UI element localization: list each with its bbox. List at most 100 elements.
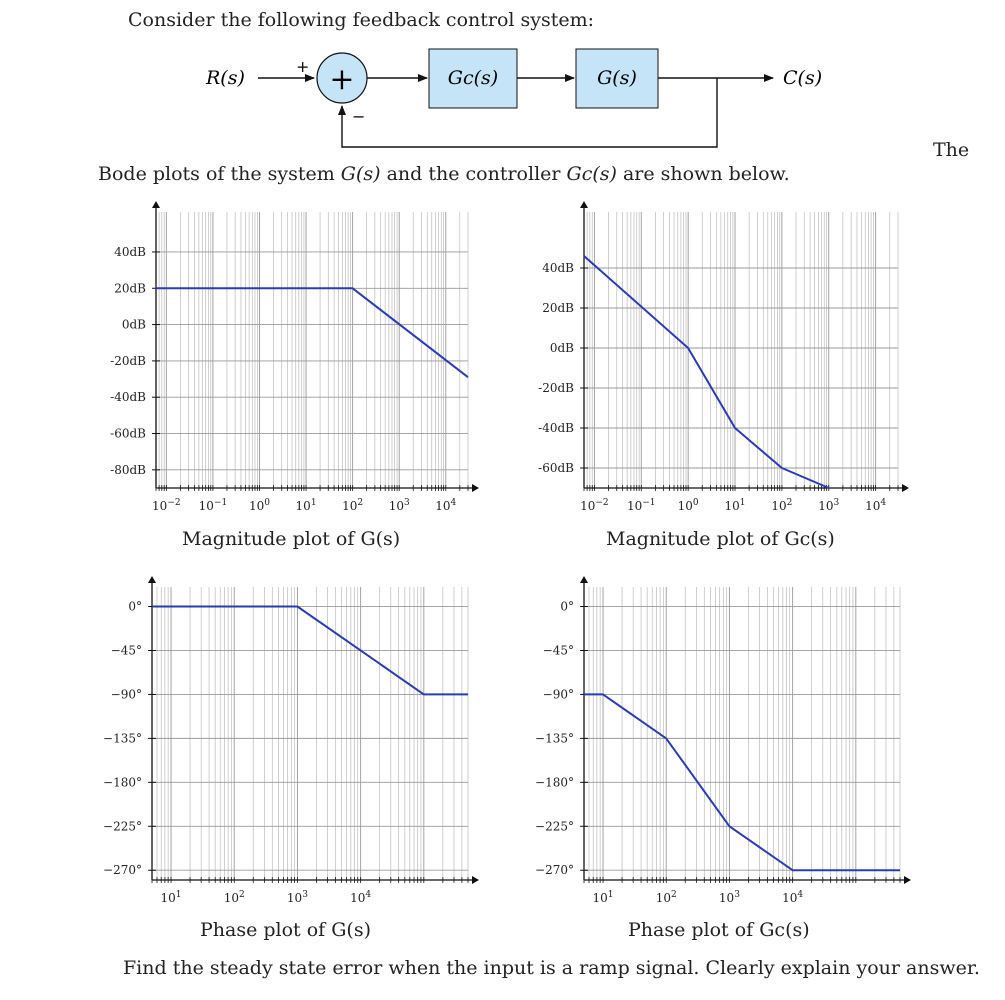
series-line — [584, 693, 900, 872]
x-axis-arrow — [472, 484, 479, 492]
grid-vertical — [583, 212, 899, 491]
x-tick-label: 10−1 — [627, 498, 656, 513]
x-tick-label: 102 — [771, 498, 792, 513]
y-axis-arrow — [152, 201, 160, 208]
y-tick-label: −270° — [103, 863, 142, 877]
x-tick-label: 104 — [782, 890, 803, 905]
grid-horizontal — [580, 267, 898, 469]
bode-sentence-part3: are shown below. — [616, 163, 790, 185]
x-tick-label: 10−1 — [199, 498, 228, 513]
y-axis-arrow — [580, 201, 588, 208]
y-tick-label: 0° — [560, 600, 574, 614]
chart-phase-g: 0° −45° −90° −135° −180° −225° −270° 101 102 103 1… — [103, 576, 479, 905]
y-axis-arrow — [580, 576, 588, 583]
x-tick-label: 104 — [435, 498, 456, 513]
chart-phase-gc: 0° −45° −90° −135° −180° −225° −270° 101 102 103 1… — [535, 576, 911, 905]
y-tick-label: −90° — [543, 687, 574, 701]
y-tick-label: −45° — [111, 643, 142, 657]
y-tick-label: 0dB — [122, 318, 146, 332]
y-tick-label: -20dB — [110, 354, 146, 368]
bode-sentence-part1: Bode plots of the system — [98, 163, 341, 185]
x-tick-label: 100 — [249, 498, 270, 513]
intro-text: Consider the following feedback control … — [128, 9, 595, 31]
question-text: Find the steady state error when the inp… — [123, 957, 980, 979]
y-tick-label: 20dB — [542, 301, 574, 315]
x-tick-label: 10−2 — [580, 498, 609, 513]
block-diagram: R(s) + + − Gc(s) G(s) C(s) — [205, 48, 822, 148]
series-line — [156, 287, 469, 378]
y-tick-label: -60dB — [110, 427, 146, 441]
x-tick-label: 103 — [287, 890, 308, 905]
x-tick-label: 101 — [296, 498, 317, 513]
grid-vertical — [151, 587, 469, 883]
summing-symbol: + — [329, 62, 354, 97]
series-line — [583, 255, 830, 489]
input-label: R(s) — [205, 67, 245, 89]
block-gc-label: Gc(s) — [448, 67, 498, 89]
grid-horizontal — [152, 251, 468, 471]
x-tick-label: 103 — [719, 890, 740, 905]
bode-sentence-part2: and the controller — [380, 163, 567, 185]
title-phase-g: Phase plot of G(s) — [200, 919, 371, 941]
y-tick-label: −225° — [103, 819, 142, 833]
x-axis-arrow — [902, 484, 909, 492]
y-tick-label: -40dB — [110, 390, 146, 404]
y-tick-label: 40dB — [114, 245, 146, 259]
bode-sentence: Bode plots of the system G(s) and the co… — [98, 163, 790, 185]
y-axis-arrow — [148, 576, 156, 583]
x-tick-label: 102 — [224, 890, 245, 905]
y-tick-label: −135° — [535, 731, 574, 745]
y-tick-label: −180° — [535, 775, 574, 789]
title-magnitude-g: Magnitude plot of G(s) — [182, 528, 401, 550]
the-word: The — [933, 139, 970, 161]
grid-vertical — [155, 212, 469, 491]
y-tick-label: -40dB — [538, 421, 574, 435]
x-tick-label: 10−2 — [152, 498, 181, 513]
plus-sign: + — [296, 57, 309, 76]
bode-sentence-g: G(s) — [340, 163, 381, 185]
title-magnitude-gc: Magnitude plot of Gc(s) — [606, 528, 835, 550]
grid-horizontal — [148, 606, 468, 871]
y-tick-label: -60dB — [538, 461, 574, 475]
y-tick-label: 0° — [128, 600, 142, 614]
x-tick-label: 100 — [678, 498, 699, 513]
x-axis-arrow — [904, 876, 911, 884]
axes — [580, 201, 909, 492]
y-tick-label: −90° — [111, 687, 142, 701]
axes — [580, 576, 911, 884]
feedback-path — [338, 78, 718, 148]
y-tick-label: −45° — [543, 643, 574, 657]
output-label: C(s) — [783, 67, 822, 89]
minus-sign: − — [352, 107, 365, 126]
y-tick-label: -20dB — [538, 381, 574, 395]
x-tick-label: 103 — [389, 498, 410, 513]
x-axis-arrow — [472, 876, 479, 884]
x-tick-label: 101 — [161, 890, 182, 905]
y-tick-label: 40dB — [542, 261, 574, 275]
axes — [148, 576, 479, 884]
x-tick-label: 103 — [818, 498, 839, 513]
x-tick-label: 102 — [342, 498, 363, 513]
block-g — [575, 48, 659, 109]
block-g-label: G(s) — [597, 67, 637, 89]
bode-sentence-gc: Gc(s) — [566, 163, 617, 185]
y-tick-label: −180° — [103, 775, 142, 789]
title-phase-gc: Phase plot of Gc(s) — [628, 919, 810, 941]
y-tick-label: 20dB — [114, 281, 146, 295]
chart-magnitude-g: 40dB 20dB 0dB -20dB -40dB -60dB -80dB 10−2 10−1 1… — [110, 201, 479, 513]
y-tick-label: −225° — [535, 819, 574, 833]
x-tick-label: 102 — [656, 890, 677, 905]
x-tick-label: 104 — [350, 890, 371, 905]
y-tick-label: −135° — [103, 731, 142, 745]
axes — [152, 201, 479, 492]
y-tick-label: 0dB — [550, 341, 574, 355]
y-tick-label: −270° — [535, 863, 574, 877]
grid-horizontal — [580, 606, 900, 871]
chart-magnitude-gc: 40dB 20dB 0dB -20dB -40dB -60dB 10−2 10−1 100 101… — [538, 201, 909, 513]
x-tick-label: 104 — [865, 498, 886, 513]
y-tick-label: -80dB — [110, 463, 146, 477]
x-tick-label: 101 — [593, 890, 614, 905]
x-tick-label: 101 — [725, 498, 746, 513]
series-line — [152, 605, 468, 696]
grid-vertical — [583, 587, 901, 883]
